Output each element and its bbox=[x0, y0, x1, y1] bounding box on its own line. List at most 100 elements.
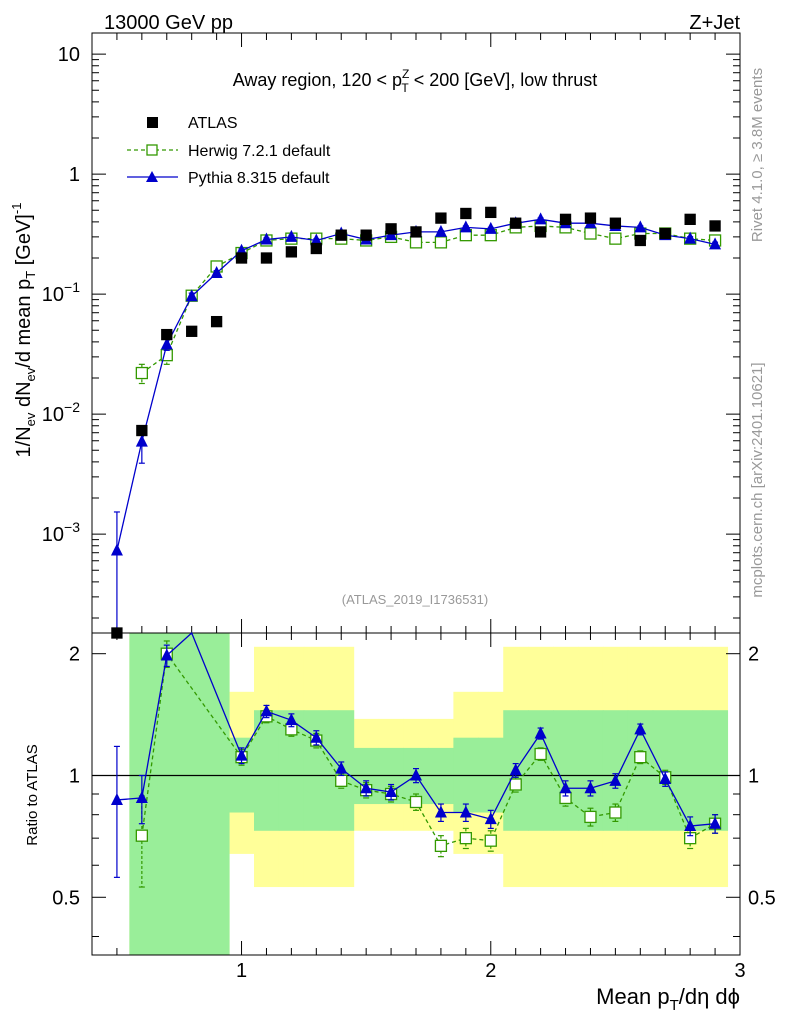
x-tick-label: 3 bbox=[734, 960, 745, 982]
y-tick-label: 10−2 bbox=[42, 399, 80, 426]
pythia-ratio-point bbox=[285, 713, 298, 726]
herwig-ratio-point bbox=[634, 751, 647, 764]
atlas-point bbox=[709, 220, 721, 232]
atlas-point bbox=[510, 217, 522, 229]
atlas-point bbox=[684, 213, 696, 225]
legend-pythia-marker bbox=[146, 171, 158, 182]
herwig-point bbox=[135, 366, 148, 380]
ratio-band-green bbox=[303, 710, 330, 831]
herwig-ratio-point bbox=[584, 810, 597, 824]
pythia-ratio-point bbox=[160, 648, 173, 661]
pythia-ratio-point bbox=[509, 763, 522, 776]
rivet-version-text: Rivet 4.1.0, ≥ 3.8M events bbox=[749, 68, 766, 242]
pythia-point bbox=[534, 212, 547, 225]
pythia-point bbox=[684, 231, 697, 244]
header-right: Z+Jet bbox=[689, 12, 740, 34]
analysis-watermark: (ATLAS_2019_I1736531) bbox=[342, 592, 488, 607]
ratio-tick-label: 2 bbox=[69, 644, 80, 666]
atlas-point bbox=[634, 234, 646, 247]
pythia-point bbox=[260, 232, 273, 245]
herwig-ratio-line bbox=[141, 651, 716, 847]
y-tick-label: 10−3 bbox=[42, 519, 80, 546]
pythia-ratio-point bbox=[310, 730, 323, 743]
y-tick-label: 1 bbox=[69, 164, 80, 186]
herwig-ratio-point bbox=[135, 829, 148, 842]
ratio-band-green bbox=[254, 710, 280, 831]
pythia-ratio-line bbox=[116, 631, 716, 827]
herwig-point bbox=[609, 232, 622, 245]
mcplots-credit-text: mcplots.cern.ch [arXiv:2401.10621] bbox=[749, 362, 766, 597]
ratio-band-green bbox=[179, 633, 230, 955]
pythia-point bbox=[160, 337, 173, 350]
pythia-ratio-point bbox=[434, 805, 447, 818]
ratio-tick-label-right: 2 bbox=[748, 644, 759, 666]
pythia-ratio-point bbox=[559, 781, 572, 794]
legend-pythia-label: Pythia 8.315 default bbox=[188, 170, 330, 187]
atlas-point bbox=[136, 424, 148, 437]
pythia-ratio-point bbox=[634, 722, 647, 735]
ratio-plot-area bbox=[110, 631, 722, 888]
herwig-ratio-point bbox=[409, 795, 423, 809]
pythia-point bbox=[434, 224, 447, 237]
atlas-point bbox=[335, 229, 347, 241]
y-axis-label: 1/Nev dNev/d mean pT [GeV]-1 bbox=[9, 203, 38, 458]
pythia-ratio-point bbox=[584, 781, 597, 794]
atlas-point bbox=[460, 207, 472, 220]
pythia-ratio-point bbox=[534, 726, 547, 739]
herwig-ratio-point bbox=[534, 747, 547, 761]
pythia-ratio-point bbox=[410, 768, 422, 781]
pythia-point bbox=[210, 266, 223, 278]
atlas-point bbox=[534, 226, 547, 238]
atlas-point bbox=[485, 206, 497, 219]
pythia-point bbox=[110, 543, 123, 556]
pythia-point bbox=[484, 221, 497, 234]
pythia-ratio-point bbox=[385, 785, 398, 798]
pythia-ratio-point bbox=[135, 790, 148, 803]
atlas-point bbox=[285, 246, 298, 258]
pythia-ratio-point bbox=[659, 772, 672, 785]
ratio-uncertainty-bands bbox=[129, 633, 729, 955]
atlas-point bbox=[385, 223, 397, 235]
herwig-point bbox=[584, 227, 597, 240]
pythia-ratio-point bbox=[484, 812, 497, 825]
atlas-point bbox=[360, 229, 372, 241]
herwig-point bbox=[434, 236, 448, 249]
pythia-point bbox=[634, 220, 647, 233]
atlas-point bbox=[310, 242, 322, 255]
pythia-ratio-point bbox=[709, 816, 722, 829]
pythia-ratio-point bbox=[609, 773, 622, 786]
pythia-ratio-point bbox=[684, 819, 697, 832]
y-tick-label: 10 bbox=[58, 44, 80, 66]
pythia-ratio-point bbox=[235, 748, 248, 761]
atlas-point bbox=[186, 325, 198, 337]
atlas-point bbox=[659, 227, 671, 240]
ratio-tick-label: 1 bbox=[69, 765, 80, 787]
atlas-point bbox=[609, 217, 622, 229]
pythia-point bbox=[285, 229, 298, 242]
pythia-point bbox=[310, 233, 323, 246]
herwig-line bbox=[141, 225, 716, 374]
chart-title: Away region, 120 < pZ T < 200 [GeV], low … bbox=[233, 67, 598, 95]
legend-atlas-marker bbox=[147, 117, 158, 128]
atlas-point bbox=[584, 212, 597, 224]
y-tick-label: 10−1 bbox=[42, 279, 80, 306]
main-plot-area bbox=[110, 206, 722, 639]
pythia-point bbox=[459, 220, 472, 233]
herwig-ratio-point bbox=[434, 839, 448, 853]
herwig-ratio-point bbox=[335, 774, 348, 787]
x-tick-label: 2 bbox=[485, 960, 496, 982]
herwig-ratio-point bbox=[459, 832, 472, 845]
herwig-ratio-point bbox=[484, 834, 497, 847]
x-tick-label: 1 bbox=[236, 960, 247, 982]
ratio-band-green bbox=[702, 710, 729, 831]
ratio-y-axis-label: Ratio to ATLAS bbox=[24, 744, 41, 845]
legend-herwig-label: Herwig 7.2.1 default bbox=[188, 143, 331, 160]
atlas-point bbox=[210, 315, 223, 328]
x-axis-label: Mean pT/dη dϕ bbox=[596, 984, 740, 1014]
pythia-ratio-point bbox=[459, 805, 472, 818]
legend-herwig-marker bbox=[146, 144, 158, 156]
main-y-ticks: 10 1 10−1 10−2 10−3 bbox=[42, 44, 740, 619]
atlas-point bbox=[260, 252, 273, 264]
atlas-point bbox=[435, 212, 447, 224]
